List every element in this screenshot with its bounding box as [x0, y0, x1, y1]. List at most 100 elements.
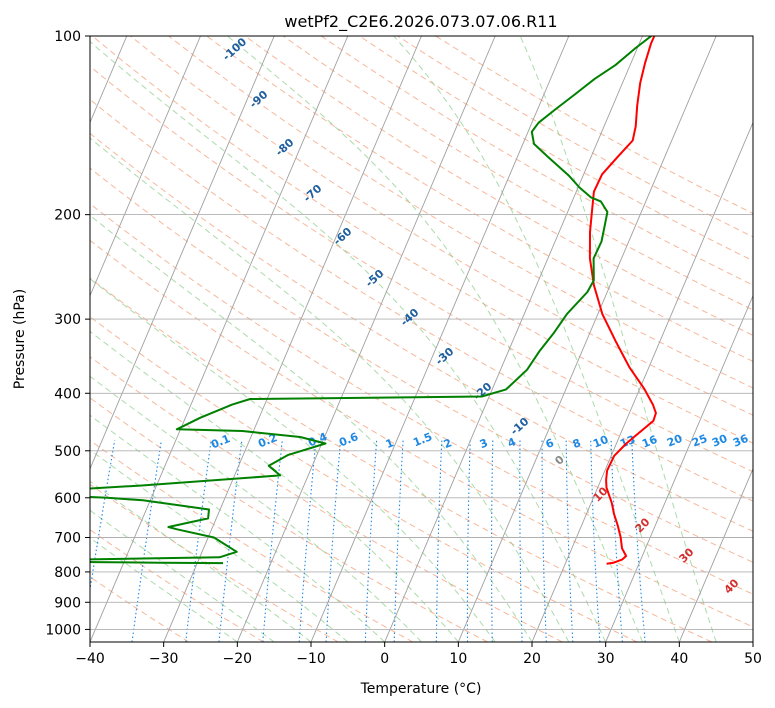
skewed-isotherm [90, 36, 275, 470]
moist-adiabat [90, 509, 275, 642]
mixing-ratio-line [185, 440, 212, 642]
dry-adiabat [90, 529, 264, 642]
mixing-ratio-line [631, 440, 646, 642]
mixing-ratio-line [218, 440, 243, 642]
isotherm-label: -70 [301, 182, 325, 205]
skewed-isotherm [678, 467, 753, 642]
mixing-ratio-line [262, 440, 283, 642]
skewed-isotherm [752, 640, 753, 642]
moist-adiabat [90, 137, 570, 642]
mixing-ratio-label: 6 [544, 436, 556, 451]
mixing-ratio-label: 0.6 [337, 430, 360, 449]
y-tick-label: 900 [54, 595, 81, 611]
y-tick-label: 800 [54, 565, 81, 581]
isotherm-label: -80 [273, 136, 297, 159]
temperature-profile [588, 36, 657, 565]
isotherm-label: -10 [508, 415, 532, 438]
isotherm-label: -60 [331, 225, 355, 248]
y-tick-label: 600 [54, 491, 81, 507]
moist-adiabat [90, 414, 386, 642]
mixing-ratio-line [325, 440, 342, 642]
mixing-ratio-line [435, 440, 443, 642]
chart-title: wetPf2_C2E6.2026.073.07.06.R11 [284, 12, 557, 32]
mixing-ratio-label: 1.5 [411, 430, 434, 449]
skewed-isotherm [90, 36, 201, 297]
skewed-isotherm [236, 36, 496, 642]
dry-adiabat [90, 239, 753, 628]
x-tick-label: −20 [223, 651, 253, 667]
moist-adiabat [90, 449, 349, 642]
x-tick-label: 40 [670, 651, 688, 667]
dry-adiabat [168, 36, 753, 389]
dry-adiabat [90, 203, 753, 595]
y-axis-title: Pressure (hPa) [12, 289, 28, 389]
dry-adiabat [435, 36, 753, 215]
dry-adiabat [90, 439, 414, 642]
mixing-ratio-line [364, 440, 378, 642]
isotherm-label: -100 [220, 35, 249, 63]
x-tick-label: 0 [380, 651, 389, 667]
mixing-ratio-line [90, 440, 116, 594]
y-tick-label: 200 [54, 208, 81, 224]
mixing-ratio-line [610, 440, 623, 642]
moist-adiabat [90, 214, 533, 642]
mixing-ratio-line [131, 440, 162, 642]
moist-adiabat [227, 36, 643, 642]
dry-adiabat [130, 36, 753, 416]
mixing-ratio-label: 16 [640, 433, 659, 451]
isotherm-label: -40 [398, 306, 422, 329]
mixing-ratio-line [541, 440, 547, 642]
x-tick-label: 10 [449, 651, 467, 667]
y-tick-label: 700 [54, 531, 81, 547]
dry-adiabat [90, 277, 712, 642]
mixing-ratio-line [490, 440, 494, 642]
y-tick-label: 500 [54, 444, 81, 460]
y-tick-label: 300 [54, 312, 81, 328]
moist-adiabat [90, 537, 238, 642]
moist-adiabat-label: 40 [722, 576, 742, 596]
x-tick-label: −30 [149, 651, 179, 667]
dry-adiabat [282, 36, 753, 311]
skewed-isotherm [605, 294, 753, 642]
moist-adiabat [90, 330, 459, 642]
x-tick-label: −10 [296, 651, 326, 667]
dry-adiabat [90, 397, 488, 642]
skewed-isotherm [384, 36, 643, 642]
mixing-ratio-label: 8 [571, 436, 583, 451]
dry-adiabat [244, 36, 753, 336]
mixing-ratio-line [298, 440, 317, 642]
x-tick-label: 20 [523, 651, 541, 667]
dry-adiabat [90, 132, 753, 532]
plot-frame [89, 35, 754, 643]
y-tick-label: 400 [54, 386, 81, 402]
skewed-isotherm [90, 36, 349, 642]
dry-adiabat [359, 36, 753, 262]
mixing-ratio-label: 20 [665, 432, 684, 450]
mixing-ratio-line [565, 440, 574, 642]
moist-adiabat [393, 36, 680, 642]
dry-adiabat [90, 356, 563, 642]
moist-adiabat [90, 480, 312, 642]
skewed-isotherm [310, 36, 570, 642]
moist-adiabat-label: 30 [677, 545, 697, 565]
mixing-ratio-label: 25 [690, 432, 709, 450]
dry-adiabat [90, 98, 753, 502]
x-tick-label: 50 [744, 651, 762, 667]
mixing-ratio-line [519, 440, 523, 642]
y-tick-label: 1000 [45, 622, 81, 638]
x-axis-title: Temperature (°C) [360, 681, 482, 697]
isotherm-label: -50 [363, 267, 387, 290]
dry-adiabat [90, 483, 339, 642]
skewed-isotherm [163, 36, 422, 642]
x-tick-label: 30 [597, 651, 615, 667]
mixing-ratio-line [466, 440, 471, 642]
dewpoint-profile [90, 36, 652, 565]
dry-adiabat [90, 316, 638, 642]
dry-adiabat [91, 36, 753, 444]
mixing-ratio-label: 30 [710, 432, 729, 450]
skewed-isotherm [457, 36, 717, 642]
moist-adiabat [90, 278, 496, 642]
moist-adiabat [90, 41, 607, 642]
